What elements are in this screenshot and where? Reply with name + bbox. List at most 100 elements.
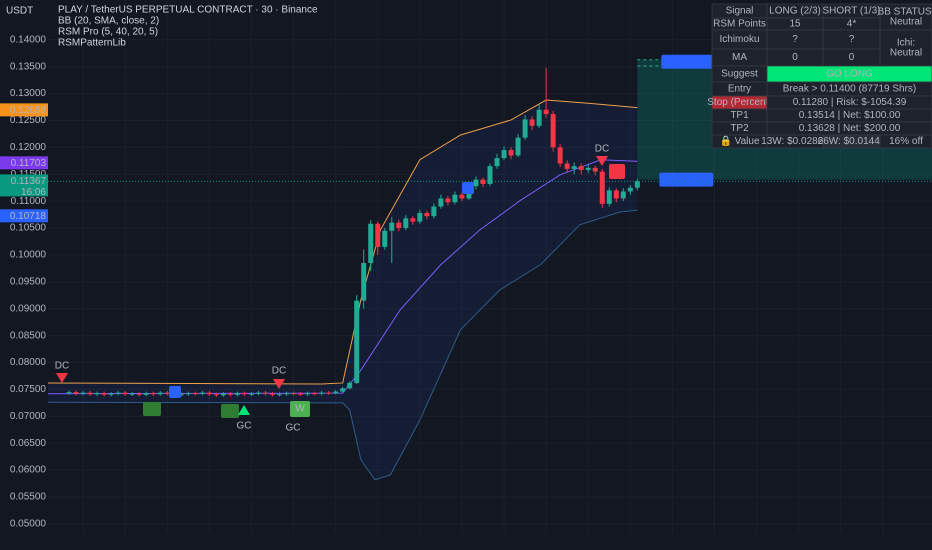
- y-tick-label: 0.08000: [10, 357, 47, 368]
- candle-body: [557, 147, 563, 164]
- table-text: ?: [792, 34, 798, 45]
- table-text: 4*: [847, 19, 857, 30]
- table-text: Signal: [726, 6, 754, 17]
- candle-body: [305, 393, 311, 395]
- table-text: 🔒 Value: [719, 135, 760, 147]
- candle-body: [494, 158, 500, 167]
- candle-body: [417, 212, 423, 222]
- time-axis-bg: [48, 533, 932, 550]
- table-text: 0.13628 | Net: $200.00: [799, 123, 901, 134]
- marker-triangle: [238, 405, 250, 415]
- candle-body: [592, 167, 598, 172]
- candle-body: [129, 393, 135, 395]
- signal-icon: [609, 164, 625, 179]
- candle-body: [403, 218, 409, 229]
- marker-label: GC: [286, 423, 301, 434]
- table-cell: [879, 134, 932, 149]
- y-tick-label: 0.10500: [10, 223, 47, 234]
- candle-body: [599, 171, 605, 204]
- price-label-bg: [0, 174, 48, 197]
- candle-body: [101, 393, 107, 395]
- candle-body: [347, 382, 353, 389]
- price-axis-bg: [0, 0, 48, 550]
- y-tick-label: 0.07500: [10, 384, 47, 395]
- indicator: BB (20, SMA, close, 2): [58, 16, 159, 27]
- table-text: RSM Points: [713, 19, 766, 30]
- signal-icon: [143, 402, 161, 416]
- y-tick-label: 0.14000: [10, 34, 47, 45]
- currency: USDT: [6, 6, 33, 17]
- marker-label: W: [295, 404, 305, 415]
- price-label-bg: [0, 209, 48, 223]
- marker-label: GC: [237, 421, 252, 432]
- y-tick-label: 0.05500: [10, 492, 47, 503]
- y-tick-label: 0.06500: [10, 438, 47, 449]
- candle-body: [501, 150, 507, 159]
- candle-body: [157, 392, 163, 395]
- candle-body: [94, 393, 100, 395]
- indicator-line: [47, 209, 638, 481]
- candle-body: [571, 166, 577, 169]
- y-tick-label: 0.09500: [10, 276, 47, 287]
- table-text: GO LONG: [826, 69, 873, 80]
- candle-body: [227, 393, 233, 395]
- candle-body: [206, 392, 212, 395]
- candle-body: [143, 393, 149, 395]
- candle-body: [438, 198, 444, 207]
- table-text: Neutral: [890, 17, 922, 28]
- table-text: 15: [789, 19, 801, 30]
- candle-body: [326, 392, 332, 394]
- marker-triangle: [273, 379, 285, 389]
- candle-body: [248, 393, 254, 395]
- marker-label: DC: [272, 366, 286, 377]
- table-text: Ichimoku: [719, 34, 759, 45]
- signal-icon: [462, 182, 474, 194]
- candle-body: [473, 179, 479, 187]
- candle-body: [508, 150, 514, 156]
- marker-triangle: [56, 373, 68, 383]
- table-text: Entry: [728, 84, 751, 95]
- candle-body: [515, 137, 521, 156]
- candle-body: [241, 393, 247, 395]
- candle-body: [122, 392, 128, 395]
- table-text: Ichi:: [897, 38, 915, 49]
- candle-body: [136, 393, 142, 395]
- candle-body: [634, 181, 640, 188]
- candle-body: [270, 393, 276, 395]
- candle-body: [613, 190, 619, 199]
- y-tick-label: 0.06000: [10, 465, 47, 476]
- candle-body: [424, 212, 430, 217]
- signal-icon: [169, 386, 181, 398]
- table-text: Suggest: [721, 69, 758, 80]
- candle-body: [459, 194, 465, 199]
- table-text: Neutral: [890, 48, 922, 59]
- price-label: 0.11367: [11, 176, 47, 187]
- marker-box: [290, 401, 310, 417]
- table-text: ?: [849, 34, 855, 45]
- candle-body: [543, 109, 549, 115]
- candle-body: [220, 393, 226, 396]
- table-text: SHORT (1/3): [823, 6, 881, 17]
- candle-body: [262, 392, 268, 394]
- y-tick-label: 0.07000: [10, 411, 47, 422]
- candle-body: [234, 393, 240, 395]
- candle-body: [536, 109, 542, 126]
- y-tick-label: 0.11500: [11, 169, 47, 180]
- candle-body: [382, 230, 388, 247]
- price-label: 0.12688: [10, 105, 47, 116]
- candle-body: [66, 392, 72, 394]
- y-tick-label: 0.12000: [10, 142, 47, 153]
- candle-body: [627, 187, 633, 192]
- candle-body: [585, 167, 591, 170]
- candle-body: [480, 179, 486, 184]
- candle-body: [368, 223, 374, 264]
- candle-body: [199, 392, 205, 394]
- candle-body: [277, 394, 283, 396]
- price-label: 0.10718: [10, 211, 47, 222]
- y-tick-label: 0.08500: [10, 330, 47, 341]
- candle-body: [185, 393, 191, 395]
- y-tick-label: 0.12500: [10, 115, 47, 126]
- y-tick-label: 0.11000: [11, 196, 47, 207]
